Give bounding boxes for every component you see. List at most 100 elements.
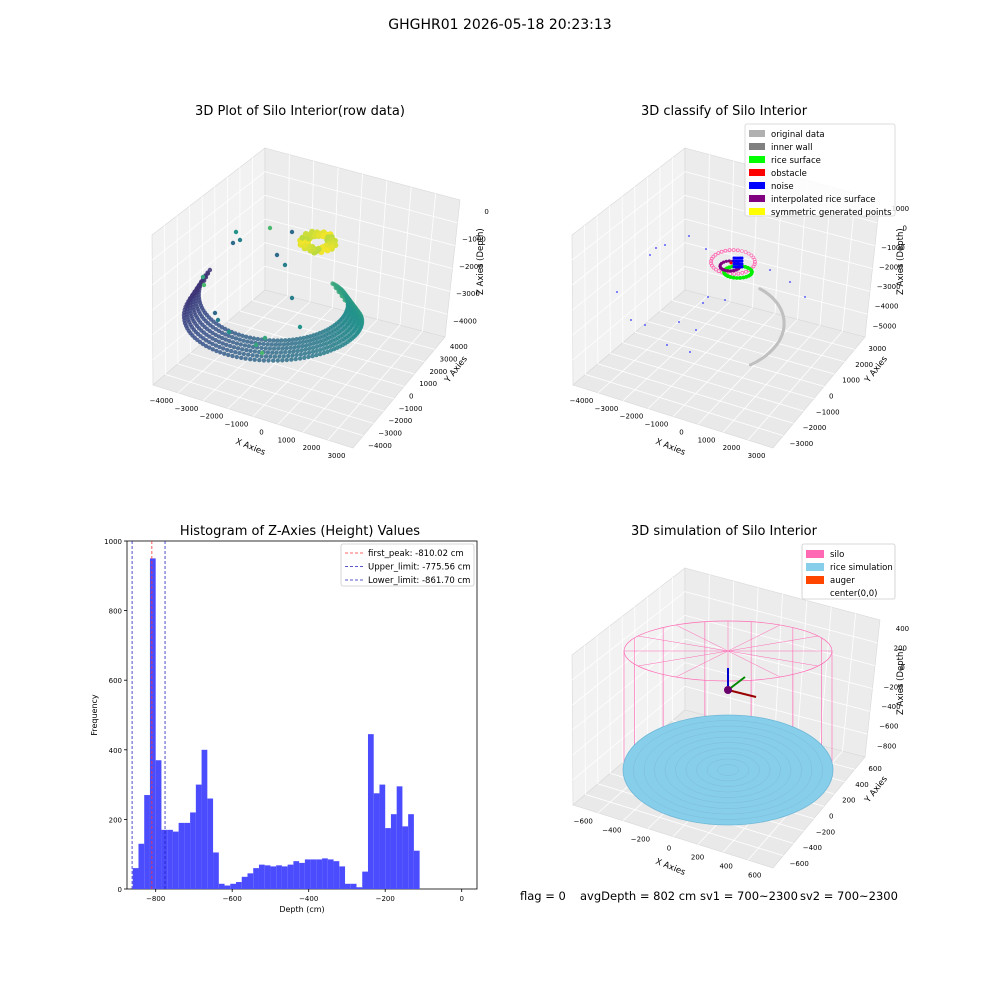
cls-grid-floor-x bbox=[647, 307, 753, 409]
raw-zaxis-label: Z Axies (Depth) bbox=[476, 228, 486, 295]
raw-ztick-label: −3000 bbox=[456, 290, 480, 298]
cls-grid-left-z bbox=[571, 171, 686, 261]
cls-noise-point bbox=[616, 291, 618, 293]
hist-ytick-label: 800 bbox=[109, 608, 122, 616]
raw-grid-left-z bbox=[152, 242, 266, 336]
raw-data-point bbox=[282, 262, 288, 268]
raw-data-point bbox=[270, 350, 275, 355]
raw-data-point bbox=[325, 349, 330, 354]
hist-xtick-label: 0 bbox=[459, 895, 463, 903]
hist-bar bbox=[396, 786, 403, 889]
cls-grid-floor-y bbox=[597, 363, 794, 424]
raw-data-point bbox=[220, 341, 225, 346]
sim-ztick-label: 0 bbox=[900, 664, 904, 672]
raw-grid-floor-y bbox=[190, 352, 384, 412]
cls-legend-label: interpolated rice surface bbox=[771, 195, 876, 205]
cls-grid-floor-x bbox=[622, 301, 731, 402]
raw-data-point bbox=[294, 337, 299, 342]
cls-interpolated-point bbox=[710, 263, 714, 268]
raw-data-point bbox=[314, 344, 319, 349]
raw-data-point bbox=[223, 332, 228, 337]
raw-data-point bbox=[238, 342, 243, 347]
raw-ztick-label: −1000 bbox=[462, 235, 486, 243]
status-avg-depth: avgDepth = 802 cm bbox=[580, 889, 697, 903]
sim-grid-back-z bbox=[684, 638, 873, 689]
sim-ytick-label: −400 bbox=[803, 844, 822, 852]
raw-data-point bbox=[234, 354, 239, 360]
raw-data-point bbox=[237, 350, 242, 356]
cls-ytick-label: −3000 bbox=[790, 440, 814, 448]
raw-grid-left-z bbox=[152, 266, 266, 361]
raw-data-point bbox=[271, 346, 277, 351]
sim-rice-mesh bbox=[706, 758, 750, 782]
raw-data-point bbox=[263, 354, 269, 359]
hist-bar bbox=[322, 858, 328, 889]
sim-silo-roof-line bbox=[637, 635, 729, 652]
cls-legend-label: original data bbox=[771, 130, 825, 140]
hist-bar bbox=[345, 883, 351, 889]
cls-interpolated-point bbox=[744, 269, 748, 274]
raw-data-point bbox=[268, 354, 273, 359]
raw-data-point bbox=[310, 353, 315, 359]
cls-rice-surface-point bbox=[738, 276, 743, 280]
sim-zaxis-label: Z Axies (Depth) bbox=[896, 648, 906, 715]
raw-data-point bbox=[267, 346, 273, 351]
cls-rice-surface-point bbox=[745, 265, 750, 270]
raw-data-point bbox=[299, 348, 304, 353]
raw-data-point bbox=[228, 343, 233, 349]
hist-ytick-label: 0 bbox=[118, 886, 122, 894]
cls-xtick-label: −2000 bbox=[620, 413, 644, 421]
raw-data-point bbox=[266, 358, 271, 363]
raw-data-point bbox=[201, 282, 207, 288]
cls-legend-label: rice surface bbox=[771, 156, 821, 166]
raw-data-point bbox=[243, 356, 248, 361]
raw-data-point bbox=[265, 342, 270, 347]
cls-ytick-label: 3000 bbox=[868, 345, 886, 353]
hist-legend-label: Lower_limit: -861.70 cm bbox=[368, 576, 470, 586]
hist-bar bbox=[138, 843, 145, 889]
cls-noise-point bbox=[707, 296, 709, 298]
raw-xtick-label: −3000 bbox=[175, 405, 199, 413]
raw-data-point bbox=[235, 346, 241, 351]
hist-bar bbox=[247, 873, 254, 889]
cls-ztick-label: 1000 bbox=[891, 205, 909, 213]
raw-data-point bbox=[285, 341, 291, 347]
cls-noise-point bbox=[664, 244, 666, 246]
hist-bar bbox=[258, 864, 265, 889]
hist-bar bbox=[172, 831, 179, 889]
cls-interpolated-point bbox=[731, 248, 736, 252]
cls-xtick-label: 2000 bbox=[723, 444, 741, 452]
raw-data-point bbox=[255, 336, 260, 342]
status-sv2: sv2 = 700~2300 bbox=[800, 889, 898, 903]
sim-grid-left-z bbox=[572, 662, 686, 756]
cls-grid-floor-x bbox=[722, 324, 821, 433]
cls-legend-swatch bbox=[749, 169, 765, 176]
cls-ztick-label: 0 bbox=[903, 224, 907, 232]
raw-data-point bbox=[288, 345, 293, 350]
cls-noise-point bbox=[666, 344, 668, 346]
raw-data-point bbox=[224, 342, 229, 347]
cls-legend-label: inner wall bbox=[771, 143, 812, 153]
raw-data-point bbox=[280, 346, 285, 351]
cls-noise-point bbox=[678, 321, 680, 323]
cls-noise-point bbox=[804, 296, 806, 298]
cls-noise-point bbox=[789, 281, 791, 283]
hist-bar bbox=[230, 883, 237, 889]
cls-grid-left-z bbox=[572, 266, 686, 361]
sim-xtick-label: −400 bbox=[602, 827, 621, 835]
raw-data-point bbox=[246, 344, 252, 349]
raw-data-point bbox=[247, 335, 253, 340]
cls-ytick-label: 2000 bbox=[855, 361, 873, 369]
raw-data-point bbox=[251, 336, 257, 341]
raw-data-point bbox=[223, 337, 228, 342]
raw-data-point bbox=[295, 348, 300, 354]
raw-data-point bbox=[197, 284, 202, 290]
sim-rice-surface bbox=[622, 714, 834, 826]
cls-noise-point bbox=[705, 248, 707, 250]
cls-xtick-label: −4000 bbox=[570, 397, 594, 405]
cls-noise-point bbox=[769, 269, 771, 271]
sim-silo-roof-line bbox=[637, 650, 729, 667]
cls-ytick-label: −1000 bbox=[816, 408, 840, 416]
raw-ytick-label: 4000 bbox=[450, 343, 468, 351]
